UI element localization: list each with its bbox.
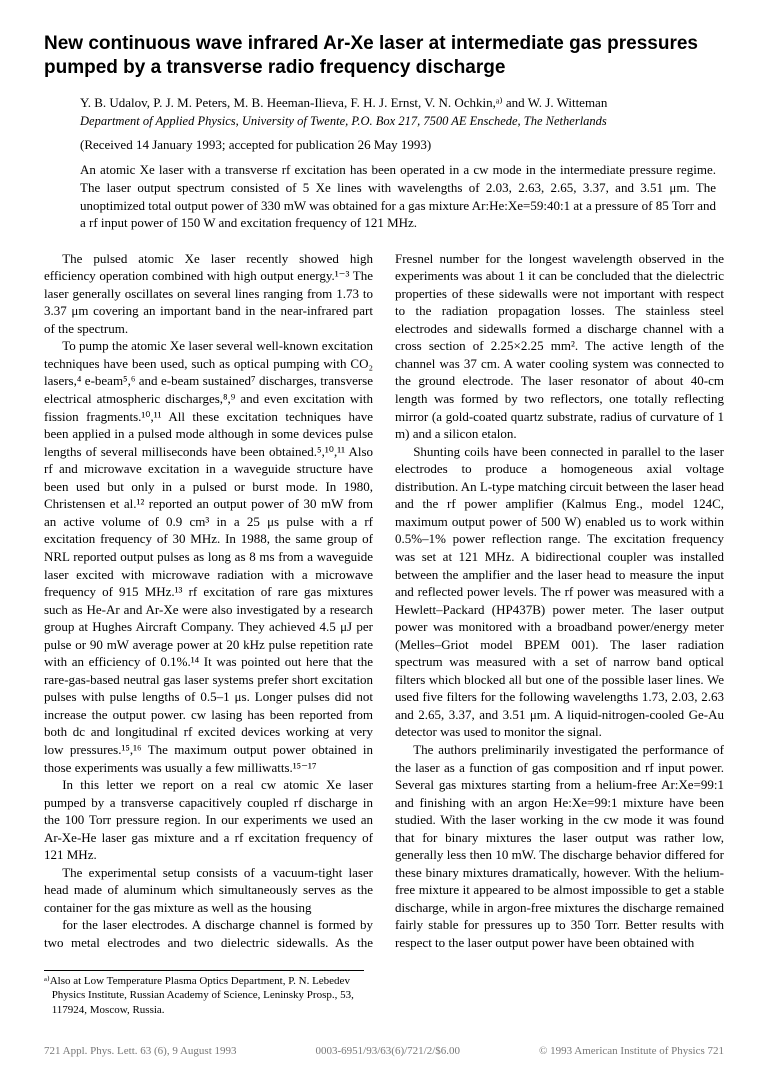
paper-meta: Y. B. Udalov, P. J. M. Peters, M. B. Hee… bbox=[44, 94, 724, 232]
body-paragraph: The authors preliminarily investigated t… bbox=[395, 741, 724, 952]
body-columns: The pulsed atomic Xe laser recently show… bbox=[44, 250, 724, 952]
abstract: An atomic Xe laser with a transverse rf … bbox=[80, 161, 724, 231]
body-paragraph: In this letter we report on a real cw at… bbox=[44, 776, 373, 864]
body-paragraph: To pump the atomic Xe laser several well… bbox=[44, 337, 373, 776]
received-dates: (Received 14 January 1993; accepted for … bbox=[80, 136, 724, 154]
footer-left: 721 Appl. Phys. Lett. 63 (6), 9 August 1… bbox=[44, 1044, 237, 1059]
footer-center: 0003-6951/93/63(6)/721/2/$6.00 bbox=[237, 1044, 540, 1059]
body-paragraph: The experimental setup consists of a vac… bbox=[44, 864, 373, 917]
paper-title: New continuous wave infrared Ar-Xe laser… bbox=[44, 32, 724, 80]
body-paragraph: The pulsed atomic Xe laser recently show… bbox=[44, 250, 373, 338]
author-list: Y. B. Udalov, P. J. M. Peters, M. B. Hee… bbox=[80, 94, 724, 112]
page-footer: 721 Appl. Phys. Lett. 63 (6), 9 August 1… bbox=[0, 1038, 768, 1065]
affiliation: Department of Applied Physics, Universit… bbox=[80, 113, 724, 130]
body-paragraph: Shunting coils have been connected in pa… bbox=[395, 443, 724, 741]
footer-right: © 1993 American Institute of Physics 721 bbox=[539, 1044, 724, 1059]
